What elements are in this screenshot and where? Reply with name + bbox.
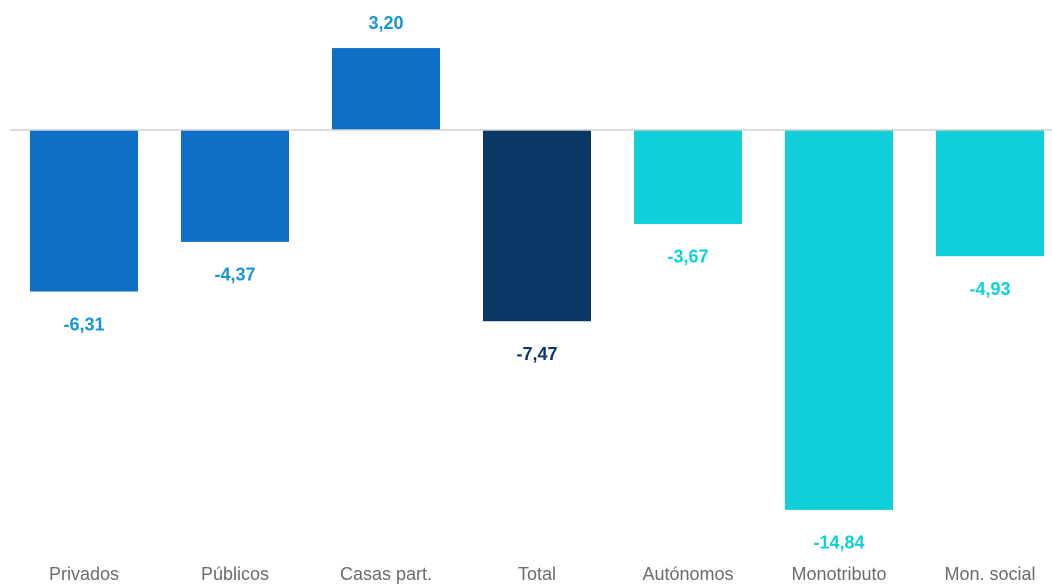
x-tick-label: Privados (49, 564, 119, 584)
value-label: -3,67 (667, 247, 708, 267)
x-tick-label: Monotributo (791, 564, 886, 584)
value-label: 3,20 (368, 13, 403, 33)
bar (936, 130, 1044, 257)
value-label: -6,31 (63, 314, 104, 334)
value-label: -4,93 (969, 279, 1010, 299)
x-tick-label: Casas part. (340, 564, 432, 584)
bar (181, 130, 289, 242)
bar (483, 130, 591, 322)
value-label: -14,84 (813, 533, 864, 553)
x-tick-label: Mon. social (944, 564, 1035, 584)
bar (30, 130, 138, 292)
value-label: -7,47 (516, 344, 557, 364)
bar (332, 48, 440, 130)
x-tick-label: Autónomos (642, 564, 733, 584)
x-tick-label: Total (518, 564, 556, 584)
bar (785, 130, 893, 510)
bar (634, 130, 742, 224)
value-label: -4,37 (214, 265, 255, 285)
x-tick-label: Públicos (201, 564, 269, 584)
